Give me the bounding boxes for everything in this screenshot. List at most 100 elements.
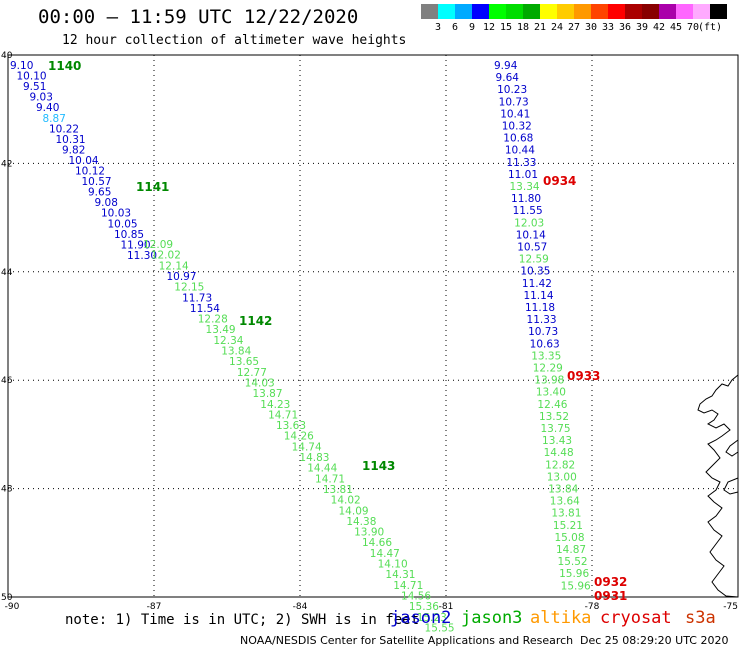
scale-swatch <box>523 4 540 19</box>
track-value: 13.35 <box>531 350 561 362</box>
track-value: 14.03 <box>245 377 275 389</box>
pass-time-label: 0931 <box>594 589 627 603</box>
scale-swatch <box>642 4 659 19</box>
track-value: 11.42 <box>522 278 552 290</box>
scale-label: 24 <box>550 22 564 33</box>
coastline <box>723 439 739 495</box>
x-tick-label: -78 <box>585 602 600 612</box>
track-value: 12.02 <box>151 250 181 262</box>
track-value: 10.73 <box>499 96 529 108</box>
track-value: 13.63 <box>276 420 306 432</box>
scale-label: 3 <box>434 22 442 33</box>
scale-unit: (ft) <box>698 22 723 33</box>
pass-time-label: 1141 <box>136 180 169 194</box>
scale-swatch <box>676 4 693 19</box>
track-value: 12.15 <box>174 282 204 294</box>
track-value: 10.32 <box>502 121 532 133</box>
track-value: 9.40 <box>36 102 59 114</box>
track-value: 12.82 <box>545 459 575 471</box>
pass-time-label: 0933 <box>567 369 600 383</box>
track-value: 13.40 <box>536 387 566 399</box>
track-value: 10.73 <box>528 326 558 338</box>
track-value: 15.21 <box>553 520 583 532</box>
track-value: 13.49 <box>206 324 236 336</box>
track-value: 14.10 <box>378 559 408 571</box>
track-value: 9.10 <box>10 60 33 72</box>
track-value: 10.05 <box>108 218 138 230</box>
scale-swatch <box>540 4 557 19</box>
y-tick-label: 50 <box>1 593 13 603</box>
track-value: 12.14 <box>159 260 189 272</box>
page-title: 00:00 – 11:59 UTC 12/22/2020 <box>38 6 359 28</box>
scale-label: 30 <box>584 22 598 33</box>
track-value: 12.59 <box>519 254 549 266</box>
track-value: 10.22 <box>49 123 79 135</box>
track-value: 14.71 <box>268 409 298 421</box>
track-value: 10.57 <box>517 242 547 254</box>
scale-swatch <box>557 4 574 19</box>
track-value: 11.73 <box>182 292 212 304</box>
track-value: 11.01 <box>508 169 538 181</box>
track-value: 13.90 <box>354 527 384 539</box>
track-value: 10.85 <box>114 229 144 241</box>
track-value: 12.09 <box>143 239 173 251</box>
track-value: 13.65 <box>229 356 259 368</box>
track-value: 13.87 <box>252 388 282 400</box>
x-tick-label: -81 <box>439 602 454 612</box>
timestamp: Dec 25 08:29:20 UTC 2020 <box>580 634 729 647</box>
track-value: 10.44 <box>505 145 535 157</box>
legend-cryosat: cryosat <box>600 608 672 628</box>
scale-label: 9 <box>468 22 476 33</box>
footer-note: note: 1) Time is in UTC; 2) SWH is in fe… <box>65 612 420 628</box>
legend-jason3: jason3 <box>461 608 523 628</box>
track-value: 10.23 <box>497 84 527 96</box>
track-value: 8.87 <box>43 113 66 125</box>
scale-swatch <box>659 4 676 19</box>
track-value: 10.12 <box>75 166 105 178</box>
track-value: 10.41 <box>500 108 530 120</box>
track-value: 12.77 <box>237 367 267 379</box>
track-value: 15.23 <box>417 612 447 624</box>
credit-line: NOAA/NESDIS Center for Satellite Applica… <box>240 634 574 647</box>
track-value: 11.33 <box>506 157 536 169</box>
legend-jason2: jason2 <box>390 608 452 628</box>
scale-label: 36 <box>618 22 632 33</box>
track-value: 13.34 <box>510 181 540 193</box>
track-value: 11.33 <box>527 314 557 326</box>
scale-label: 45 <box>669 22 683 33</box>
scale-label: 21 <box>533 22 547 33</box>
track-value: 15.96 <box>561 580 591 592</box>
track-value: 10.10 <box>17 71 47 83</box>
track-value: 14.83 <box>299 452 329 464</box>
track-value: 9.64 <box>496 72 520 84</box>
y-tick-label: 42 <box>1 159 12 169</box>
scale-swatch <box>710 4 727 19</box>
x-tick-label: -75 <box>723 602 738 612</box>
scale-label: 6 <box>451 22 459 33</box>
y-tick-label: 44 <box>1 268 13 278</box>
track-value: 10.03 <box>101 208 131 220</box>
track-value: 14.02 <box>331 495 361 507</box>
x-tick-label: -84 <box>293 602 308 612</box>
track-value: 15.36 <box>409 601 439 613</box>
track-value: 13.81 <box>551 508 581 520</box>
track-value: 12.03 <box>514 217 544 229</box>
track-value: 13.64 <box>550 496 580 508</box>
track-value: 12.29 <box>533 363 563 375</box>
track-value: 9.08 <box>95 197 118 209</box>
track-value: 13.52 <box>539 411 569 423</box>
track-value: 14.56 <box>401 590 431 602</box>
scale-label: 15 <box>499 22 513 33</box>
track-value: 14.31 <box>385 569 415 581</box>
track-value: 13.84 <box>221 346 251 358</box>
track-value: 10.14 <box>516 229 546 241</box>
scale-swatch <box>438 4 455 19</box>
x-tick-label: -90 <box>5 602 20 612</box>
track-value: 12.28 <box>198 314 228 326</box>
track-value: 15.52 <box>558 556 588 568</box>
track-value: 9.03 <box>30 92 53 104</box>
track-value: 13.43 <box>542 435 572 447</box>
track-value: 14.87 <box>556 544 586 556</box>
scale-label: 12 <box>482 22 496 33</box>
